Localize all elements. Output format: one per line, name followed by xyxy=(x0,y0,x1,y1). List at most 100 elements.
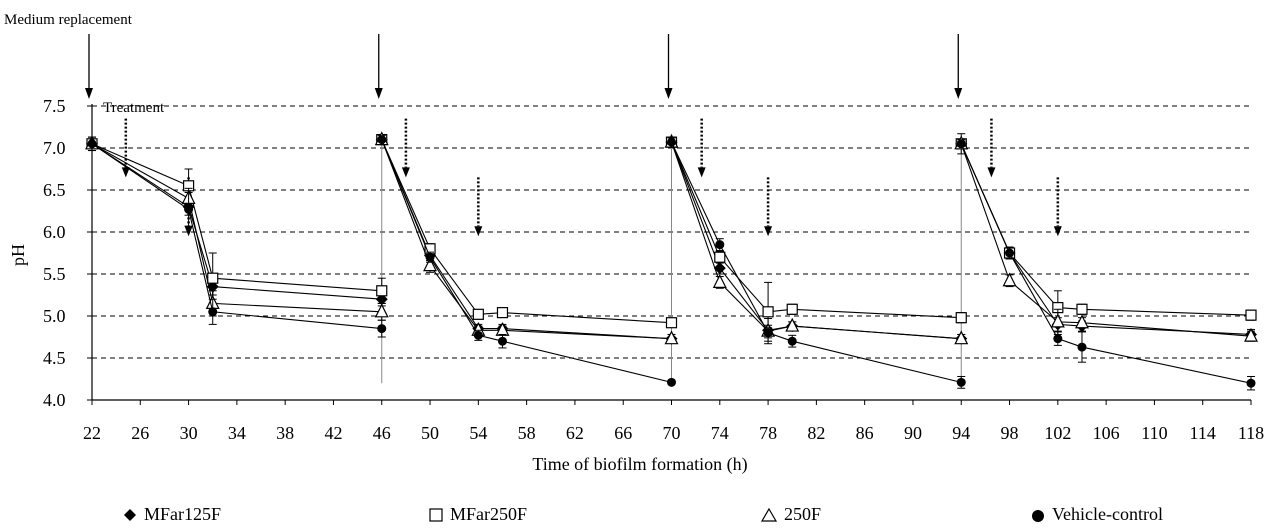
legend-item-3: Vehicle-control xyxy=(1030,504,1163,525)
x-tick-label: 66 xyxy=(614,423,632,443)
x-tick-label: 106 xyxy=(1093,423,1120,443)
data-point xyxy=(87,139,97,149)
triangle-marker-icon xyxy=(760,507,778,522)
series-line xyxy=(960,143,1252,316)
series-line xyxy=(91,143,382,313)
series-line xyxy=(960,143,1252,384)
series-line xyxy=(381,139,672,383)
arrow-head xyxy=(401,167,410,178)
x-tick-label: 82 xyxy=(807,423,825,443)
arrow-head xyxy=(184,226,193,237)
diamond-marker-icon xyxy=(124,508,136,521)
data-point xyxy=(664,330,679,345)
x-tick-label: 58 xyxy=(518,423,536,443)
data-point xyxy=(1050,313,1065,328)
data-point xyxy=(208,307,218,317)
data-point xyxy=(715,240,725,250)
circle-marker-icon xyxy=(1032,509,1044,522)
data-point xyxy=(377,324,387,334)
y-tick-label: 6.5 xyxy=(43,180,66,200)
data-point xyxy=(1076,303,1088,315)
legend-label-0: MFar125F xyxy=(144,504,222,524)
medium-replacement-label: Medium replacement xyxy=(4,12,133,28)
axes xyxy=(87,104,1252,405)
data-point xyxy=(473,330,483,340)
y-tick-label: 6.0 xyxy=(43,222,66,242)
y-tick-label: 5.0 xyxy=(43,306,66,326)
series-line xyxy=(670,141,962,340)
x-tick-label: 50 xyxy=(421,423,439,443)
data-point xyxy=(714,251,726,263)
arrow-head xyxy=(374,88,383,99)
data-point xyxy=(1053,334,1063,344)
arrow-head xyxy=(474,226,483,237)
arrow-head xyxy=(764,226,773,237)
data-point xyxy=(787,336,797,346)
data-point xyxy=(472,308,484,320)
x-tick-label: 34 xyxy=(228,423,246,443)
series-line xyxy=(670,141,962,340)
legend-item-2: 250F xyxy=(760,504,821,525)
x-axis-label: Time of biofilm formation (h) xyxy=(532,454,747,475)
tick-labels: 4.0 4.5 5.0 5.5 6.0 6.5 7.0 7.5 22 26 30 34 38 42 46 50… xyxy=(43,96,1264,443)
treatment-label: Treatment xyxy=(103,100,165,116)
arrow-head xyxy=(954,88,963,99)
data-point xyxy=(955,312,967,324)
y-tick-label: 7.0 xyxy=(43,138,66,158)
data-point xyxy=(762,306,774,318)
data-point xyxy=(207,272,219,284)
data-point xyxy=(785,317,800,332)
x-tick-label: 94 xyxy=(952,423,970,443)
legend-label-2: 250F xyxy=(784,504,822,524)
arrow-head xyxy=(121,167,130,178)
data-point xyxy=(954,330,969,345)
data-point xyxy=(1077,342,1087,352)
y-tick-label: 4.0 xyxy=(43,390,66,410)
data-point xyxy=(1245,309,1257,321)
data-point xyxy=(956,139,966,149)
arrow-head xyxy=(987,167,996,178)
data-point xyxy=(184,204,194,214)
legend-label-1: MFar250F xyxy=(450,504,528,524)
data-point xyxy=(496,307,509,319)
data-point xyxy=(1246,378,1256,388)
data-point xyxy=(712,274,727,288)
y-tick-label: 5.5 xyxy=(43,264,66,284)
data-point xyxy=(377,135,387,145)
x-tick-label: 102 xyxy=(1044,423,1071,443)
x-tick-label: 54 xyxy=(469,423,487,443)
x-tick-label: 78 xyxy=(759,423,777,443)
data-point xyxy=(956,377,966,387)
x-tick-label: 98 xyxy=(1001,423,1019,443)
x-tick-label: 62 xyxy=(566,423,584,443)
data-point xyxy=(665,317,678,329)
data-point xyxy=(1005,248,1015,258)
arrow-head xyxy=(664,88,673,99)
x-tick-label: 30 xyxy=(180,423,198,443)
data-point xyxy=(423,257,438,272)
data-point xyxy=(425,252,435,262)
data-point xyxy=(713,262,726,275)
x-tick-label: 90 xyxy=(904,423,922,443)
data-point xyxy=(667,137,676,147)
annotations xyxy=(85,34,1062,384)
y-axis-label: pH xyxy=(8,244,28,266)
x-tick-label: 26 xyxy=(131,423,149,443)
y-tick-label: 7.5 xyxy=(43,96,66,116)
x-tick-label: 70 xyxy=(663,423,681,443)
data-point xyxy=(1002,272,1017,287)
arrow-head xyxy=(697,167,706,178)
x-tick-label: 110 xyxy=(1141,423,1167,443)
data-point xyxy=(786,303,798,315)
x-tick-label: 86 xyxy=(856,423,874,443)
series xyxy=(85,131,1258,391)
x-tick-label: 42 xyxy=(324,423,342,443)
data-point xyxy=(497,336,507,346)
x-tick-label: 38 xyxy=(276,423,294,443)
square-marker-icon xyxy=(429,507,443,522)
series-line xyxy=(91,143,382,292)
x-tick-label: 46 xyxy=(373,423,391,443)
data-point xyxy=(374,303,389,318)
x-tick-label: 22 xyxy=(83,423,101,443)
